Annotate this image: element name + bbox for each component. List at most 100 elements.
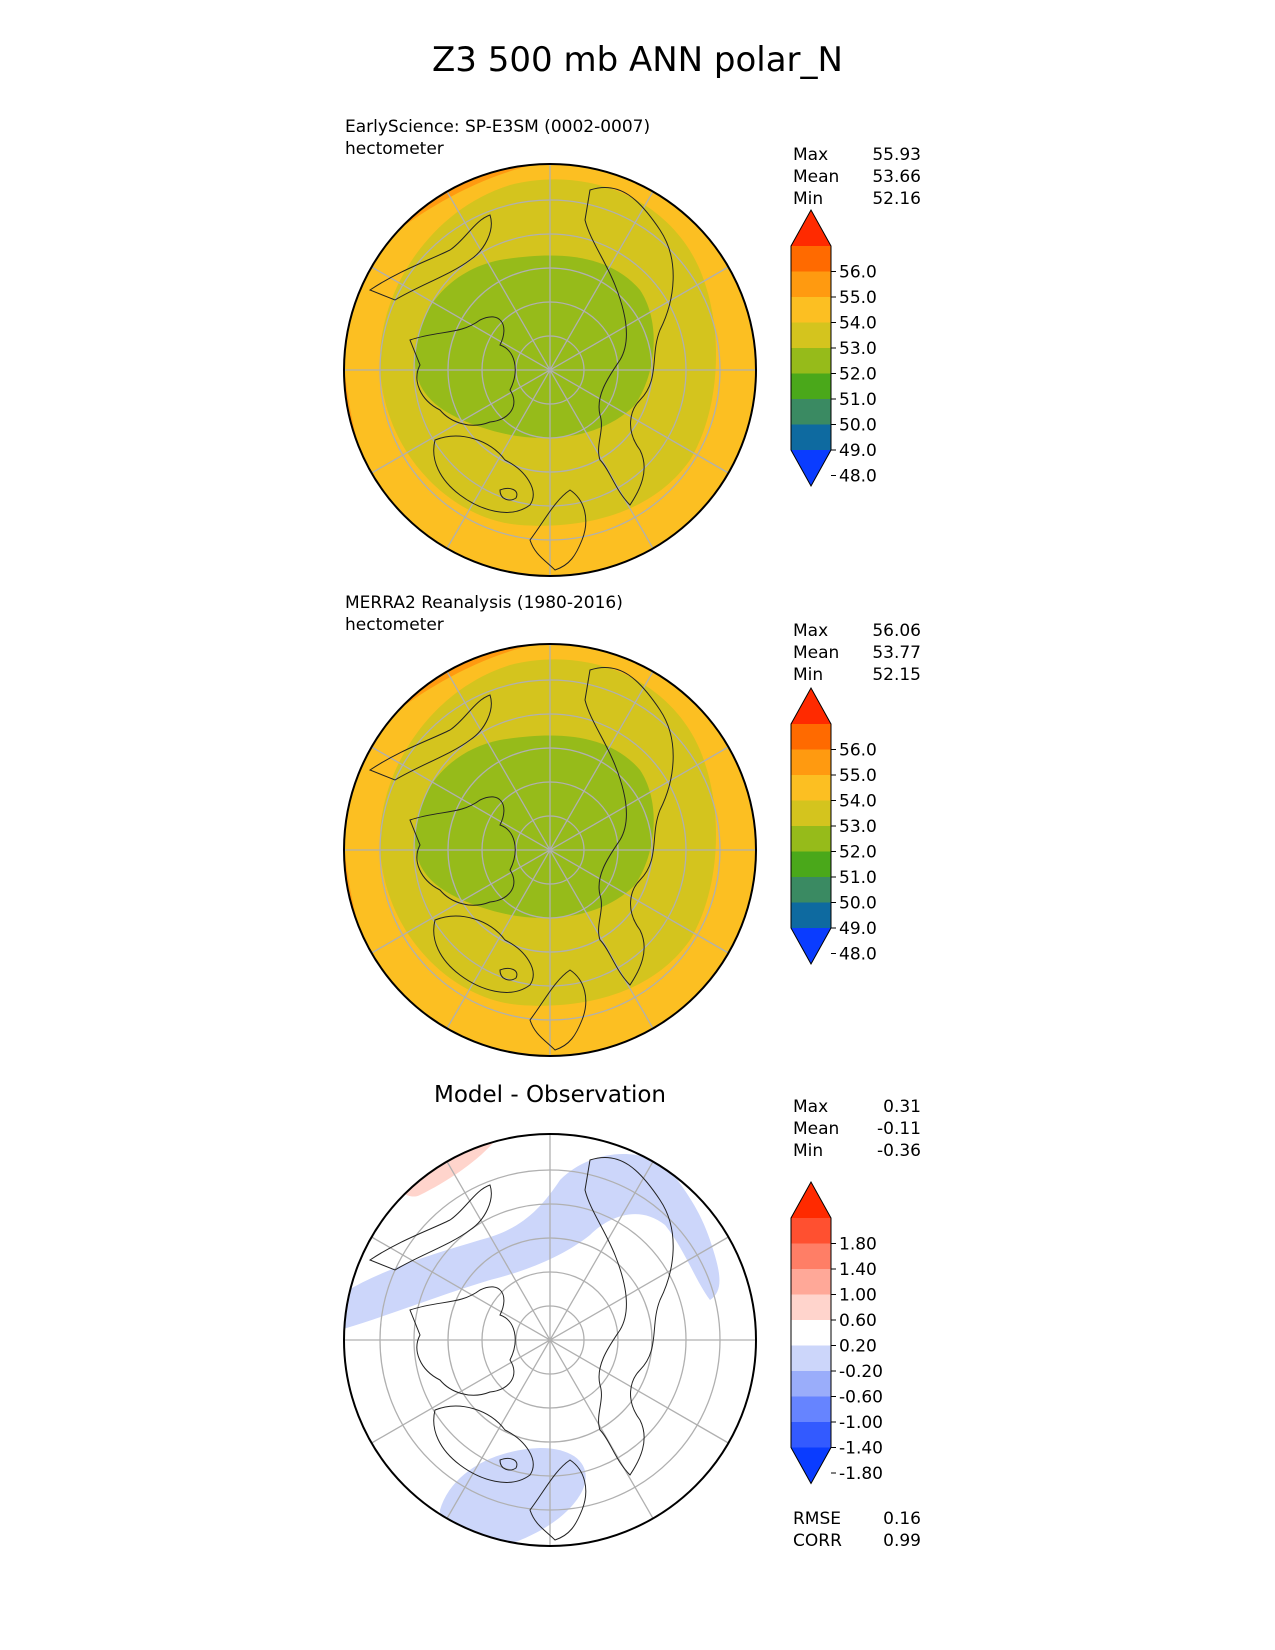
coastline bbox=[433, 915, 534, 993]
colorbar-tick-label: 54.0 bbox=[839, 314, 877, 334]
colorbar-tick-label: 53.0 bbox=[839, 339, 877, 359]
colorbar-segment bbox=[791, 1243, 831, 1270]
colorbar-segment bbox=[791, 322, 831, 349]
panel-2-stats: Max 56.06 Mean 53.77 Min 52.15 bbox=[793, 620, 921, 686]
coastlines bbox=[368, 666, 674, 1051]
contour-band-negative bbox=[440, 1448, 586, 1546]
colorbar-extend-min bbox=[791, 1447, 831, 1484]
coastline bbox=[499, 487, 518, 501]
colorbar-segment bbox=[791, 246, 831, 272]
colorbar-tick-label: 56.0 bbox=[839, 263, 877, 283]
colorbar-segment bbox=[791, 1269, 831, 1295]
colorbar-segment bbox=[791, 1218, 831, 1244]
meridian-line bbox=[446, 1161, 654, 1519]
diff-metrics: RMSE 0.16 CORR 0.99 bbox=[793, 1508, 921, 1552]
colorbar-tick-label: 0.60 bbox=[839, 1311, 877, 1331]
colorbar-segment bbox=[791, 724, 831, 750]
colorbar-segment bbox=[791, 1371, 831, 1397]
colorbar-segment bbox=[791, 1396, 831, 1423]
colorbar-segment bbox=[791, 1320, 831, 1346]
stat-value: 53.66 bbox=[872, 167, 921, 187]
colorbar-tick-label: 1.40 bbox=[839, 1260, 877, 1280]
contour-band-negative bbox=[344, 1154, 720, 1330]
metric-label: RMSE bbox=[793, 1509, 842, 1529]
coastline bbox=[529, 1459, 587, 1541]
colorbar-tick-label: 49.0 bbox=[839, 441, 877, 461]
coastline bbox=[409, 796, 516, 906]
colorbar-segment bbox=[791, 800, 831, 827]
polar-map-test bbox=[343, 163, 757, 577]
graticule bbox=[344, 644, 756, 1056]
colorbar-extend-max bbox=[791, 688, 831, 724]
colorbar-tick-label: 50.0 bbox=[839, 416, 877, 436]
colorbar-segment bbox=[791, 348, 831, 374]
contour-band-positive bbox=[395, 1135, 500, 1197]
stat-label: Mean bbox=[793, 1119, 840, 1139]
stat-value: -0.11 bbox=[877, 1119, 921, 1139]
map-boundary bbox=[343, 1133, 757, 1547]
colorbar-tick-label: 50.0 bbox=[839, 894, 877, 914]
colorbar-segment bbox=[791, 271, 831, 298]
polar-map-reference bbox=[343, 643, 757, 1057]
stat-value: 52.16 bbox=[872, 189, 921, 209]
colorbar-segment bbox=[791, 373, 831, 400]
colorbar-segment bbox=[791, 749, 831, 776]
colorbar-tick-label: 48.0 bbox=[839, 467, 877, 487]
colorbar-tick-label: 0.20 bbox=[839, 1337, 877, 1357]
colorbar-test: 56.0 55.0 54.0 53.0 52.0 51.0 50.0 49.0 48.0 bbox=[790, 208, 877, 488]
colorbar-tick-label: 55.0 bbox=[839, 766, 877, 786]
coastlines bbox=[368, 186, 674, 571]
panel-1-stats: Max 55.93 Mean 53.66 Min 52.16 bbox=[793, 144, 921, 210]
colorbar-segment bbox=[791, 1294, 831, 1321]
coastline bbox=[584, 186, 674, 506]
colorbar-tick-label: -1.00 bbox=[839, 1413, 883, 1433]
stat-label: Mean bbox=[793, 643, 840, 663]
colorbar-tick-label: -0.60 bbox=[839, 1388, 883, 1408]
colorbar-tick-label: -0.20 bbox=[839, 1362, 883, 1382]
colorbar-tick-label: 51.0 bbox=[839, 390, 877, 410]
coastline bbox=[433, 435, 534, 513]
coastlines bbox=[368, 1156, 674, 1541]
coastline bbox=[584, 1156, 674, 1476]
stat-label: Min bbox=[793, 665, 824, 685]
stat-label: Min bbox=[793, 1141, 824, 1161]
colorbar-tick-label: 54.0 bbox=[839, 792, 877, 812]
coastline bbox=[584, 666, 674, 986]
polar-map-difference bbox=[343, 1133, 757, 1547]
colorbar-extend-max bbox=[791, 210, 831, 246]
stat-value: -0.36 bbox=[877, 1141, 921, 1161]
colorbar-segment bbox=[791, 851, 831, 878]
stat-label: Mean bbox=[793, 167, 840, 187]
colorbar-segment bbox=[791, 1345, 831, 1372]
colorbar-tick-label: 1.00 bbox=[839, 1286, 877, 1306]
colorbar-segment bbox=[791, 1422, 831, 1448]
stat-value: 52.15 bbox=[872, 665, 921, 685]
colorbar-extend-min bbox=[791, 928, 831, 964]
coastline bbox=[529, 489, 587, 571]
metric-label: CORR bbox=[793, 1531, 842, 1551]
stat-label: Max bbox=[793, 621, 829, 641]
figure-title: Z3 500 mb ANN polar_N bbox=[432, 40, 843, 80]
colorbar-reference: 56.0 55.0 54.0 53.0 52.0 51.0 50.0 49.0 48.0 bbox=[790, 686, 877, 966]
coastline bbox=[409, 1286, 516, 1396]
colorbar-segment bbox=[791, 826, 831, 852]
coastline bbox=[368, 214, 492, 301]
colorbar-segment bbox=[791, 775, 831, 801]
stat-value: 55.93 bbox=[872, 145, 921, 165]
stat-label: Min bbox=[793, 189, 824, 209]
coastline bbox=[433, 1405, 534, 1483]
colorbar-tick-label: 53.0 bbox=[839, 817, 877, 837]
coastline bbox=[499, 967, 518, 981]
colorbar-difference: 1.80 1.40 1.00 0.60 0.20 -0.20 -0.60 -1.00 -1.40… bbox=[790, 1180, 883, 1485]
colorbar-extend-max bbox=[791, 1182, 831, 1218]
map-boundary bbox=[343, 163, 757, 577]
coastline bbox=[529, 969, 587, 1051]
colorbar-tick-label: -1.80 bbox=[839, 1464, 883, 1484]
colorbar-segment bbox=[791, 297, 831, 323]
coastline bbox=[368, 1184, 492, 1271]
colorbar-tick-label: 51.0 bbox=[839, 868, 877, 888]
colorbar-segment bbox=[791, 877, 831, 903]
meridian-line bbox=[446, 191, 654, 549]
meridian-line bbox=[446, 671, 654, 1029]
colorbar-segment bbox=[791, 902, 831, 929]
